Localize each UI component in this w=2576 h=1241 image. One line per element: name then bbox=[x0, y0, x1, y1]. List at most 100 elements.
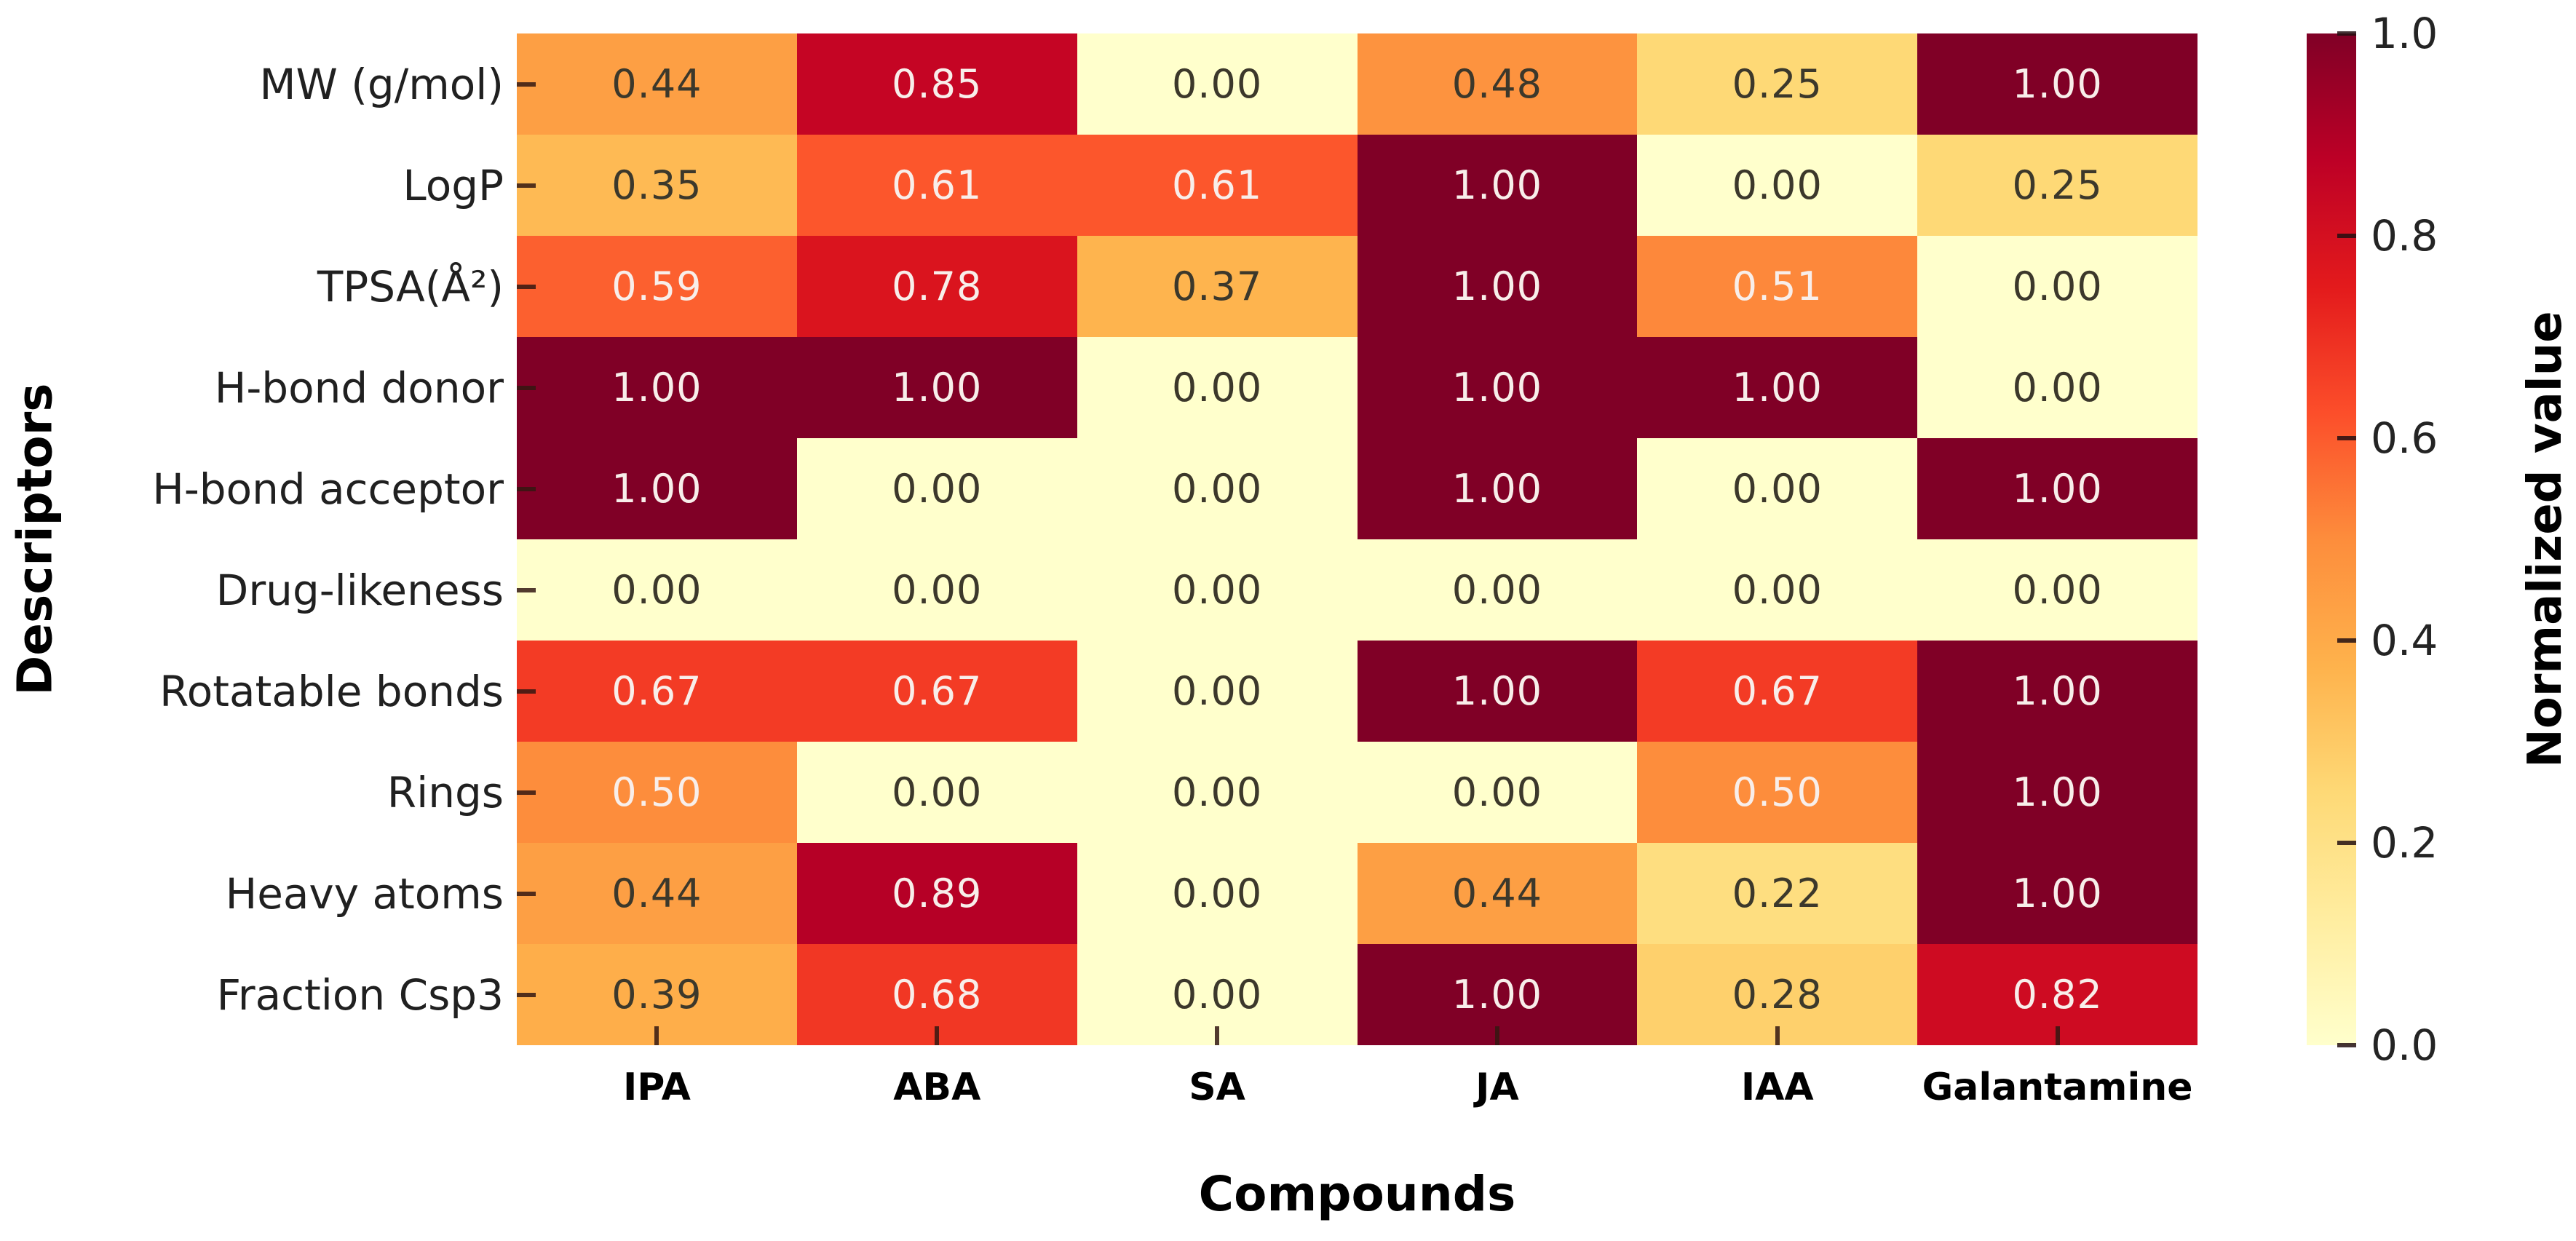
cell-value: 0.59 bbox=[611, 263, 702, 309]
cell-value: 0.00 bbox=[1171, 466, 1263, 512]
colorbar-tick-label: 0.8 bbox=[2371, 211, 2438, 261]
cell-value: 0.67 bbox=[611, 668, 702, 714]
cell-value: 1.00 bbox=[1451, 263, 1543, 309]
cell-value: 0.00 bbox=[892, 769, 983, 815]
heatmap-cell: 1.00 bbox=[517, 337, 797, 438]
col-label: IPA bbox=[622, 1066, 691, 1109]
heatmap-cell: 1.00 bbox=[1917, 843, 2197, 944]
cell-value: 0.37 bbox=[1171, 263, 1263, 309]
col-label: JA bbox=[1475, 1066, 1519, 1109]
cell-value: 0.68 bbox=[892, 972, 983, 1018]
cell-value: 0.00 bbox=[2012, 263, 2103, 309]
cell-value: 0.00 bbox=[1171, 769, 1263, 815]
y-axis-tick bbox=[517, 587, 536, 592]
heatmap-cell: 1.00 bbox=[1917, 641, 2197, 742]
cell-value: 0.50 bbox=[1732, 769, 1823, 815]
cell-value: 0.78 bbox=[892, 263, 983, 309]
x-axis-tick bbox=[1775, 1026, 1780, 1045]
cell-value: 0.89 bbox=[892, 871, 983, 916]
heatmap-cell: 0.00 bbox=[796, 742, 1077, 843]
cell-value: 1.00 bbox=[1451, 972, 1543, 1018]
cell-value: 0.44 bbox=[1451, 871, 1543, 916]
row-label: TPSA(Å²) bbox=[317, 261, 504, 312]
heatmap-cell: 0.00 bbox=[1917, 539, 2197, 641]
y-axis-title: Descriptors bbox=[7, 383, 63, 696]
heatmap-cell: 0.00 bbox=[1077, 33, 1358, 135]
heatmap-cell: 0.00 bbox=[1077, 742, 1358, 843]
y-axis-tick bbox=[517, 385, 536, 390]
heatmap-cell: 1.00 bbox=[517, 438, 797, 539]
heatmap-cell: 0.78 bbox=[796, 236, 1077, 337]
row-label: MW (g/mol) bbox=[259, 59, 504, 109]
heatmap-cell: 0.22 bbox=[1637, 843, 1918, 944]
row-label: LogP bbox=[403, 160, 504, 210]
heatmap-cell: 0.50 bbox=[1637, 742, 1918, 843]
cell-value: 0.22 bbox=[1732, 871, 1823, 916]
cell-value: 0.39 bbox=[611, 972, 702, 1018]
colorbar-tick bbox=[2337, 638, 2356, 643]
heatmap-cell: 0.39 bbox=[517, 944, 797, 1045]
heatmap-cell: 0.00 bbox=[796, 438, 1077, 539]
cell-value: 0.00 bbox=[1732, 466, 1823, 512]
cell-value: 0.28 bbox=[1732, 972, 1823, 1018]
heatmap-cell: 0.67 bbox=[517, 641, 797, 742]
cell-value: 0.00 bbox=[1171, 668, 1263, 714]
heatmap-cell: 0.67 bbox=[1637, 641, 1918, 742]
colorbar-tick bbox=[2337, 436, 2356, 440]
cell-value: 0.00 bbox=[611, 567, 702, 613]
cell-value: 1.00 bbox=[1732, 365, 1823, 411]
heatmap-cell: 0.61 bbox=[796, 135, 1077, 236]
cell-value: 0.50 bbox=[611, 769, 702, 815]
cell-value: 1.00 bbox=[2012, 871, 2103, 916]
colorbar-tick bbox=[2337, 1043, 2356, 1047]
heatmap-cell: 0.00 bbox=[1637, 135, 1918, 236]
col-label: ABA bbox=[893, 1066, 981, 1109]
heatmap-cell: 1.00 bbox=[1917, 438, 2197, 539]
heatmap-cell: 1.00 bbox=[1917, 33, 2197, 135]
cell-value: 0.00 bbox=[1171, 61, 1263, 107]
colorbar-title: Normalized value bbox=[2518, 311, 2572, 768]
cell-value: 1.00 bbox=[1451, 668, 1543, 714]
row-label: H-bond acceptor bbox=[152, 464, 504, 514]
heatmap-cell: 0.25 bbox=[1917, 135, 2197, 236]
cell-value: 0.35 bbox=[611, 162, 702, 208]
y-axis-tick bbox=[517, 790, 536, 795]
cell-value: 0.00 bbox=[1451, 567, 1543, 613]
heatmap-cell: 0.00 bbox=[1077, 337, 1358, 438]
heatmap-cell: 0.00 bbox=[1357, 539, 1638, 641]
heatmap-cell: 1.00 bbox=[1357, 641, 1638, 742]
y-axis-tick bbox=[517, 891, 536, 896]
heatmap-cell: 0.00 bbox=[796, 539, 1077, 641]
y-axis-tick bbox=[517, 689, 536, 694]
cell-value: 0.67 bbox=[892, 668, 983, 714]
heatmap-cell: 0.00 bbox=[1357, 742, 1638, 843]
cell-value: 0.48 bbox=[1451, 61, 1543, 107]
heatmap-cell: 0.85 bbox=[796, 33, 1077, 135]
heatmap-cell: 0.48 bbox=[1357, 33, 1638, 135]
colorbar-gradient bbox=[2307, 33, 2356, 1045]
cell-value: 0.61 bbox=[1171, 162, 1263, 208]
heatmap-cell: 0.00 bbox=[1077, 843, 1358, 944]
cell-value: 0.00 bbox=[1171, 972, 1263, 1018]
colorbar-tick-label: 0.2 bbox=[2371, 818, 2438, 868]
cell-value: 0.00 bbox=[1451, 769, 1543, 815]
y-axis-tick bbox=[517, 486, 536, 491]
heatmap-cell: 1.00 bbox=[1357, 337, 1638, 438]
heatmap-cell: 0.00 bbox=[1077, 539, 1358, 641]
colorbar-tick-label: 1.0 bbox=[2371, 9, 2438, 58]
cell-value: 1.00 bbox=[892, 365, 983, 411]
heatmap-cell: 0.00 bbox=[1077, 438, 1358, 539]
row-label: Rings bbox=[387, 767, 504, 817]
cell-value: 0.67 bbox=[1732, 668, 1823, 714]
cell-value: 0.00 bbox=[892, 567, 983, 613]
colorbar-tick-label: 0.6 bbox=[2371, 413, 2438, 463]
heatmap-cell: 0.59 bbox=[517, 236, 797, 337]
cell-value: 0.44 bbox=[611, 871, 702, 916]
cell-value: 0.00 bbox=[2012, 365, 2103, 411]
x-axis-title: Compounds bbox=[1198, 1166, 1516, 1222]
heatmap-cell: 0.44 bbox=[1357, 843, 1638, 944]
cell-value: 0.00 bbox=[1171, 567, 1263, 613]
row-label: H-bond donor bbox=[214, 362, 504, 413]
heatmap-cell: 0.00 bbox=[1637, 438, 1918, 539]
cell-value: 0.51 bbox=[1732, 263, 1823, 309]
